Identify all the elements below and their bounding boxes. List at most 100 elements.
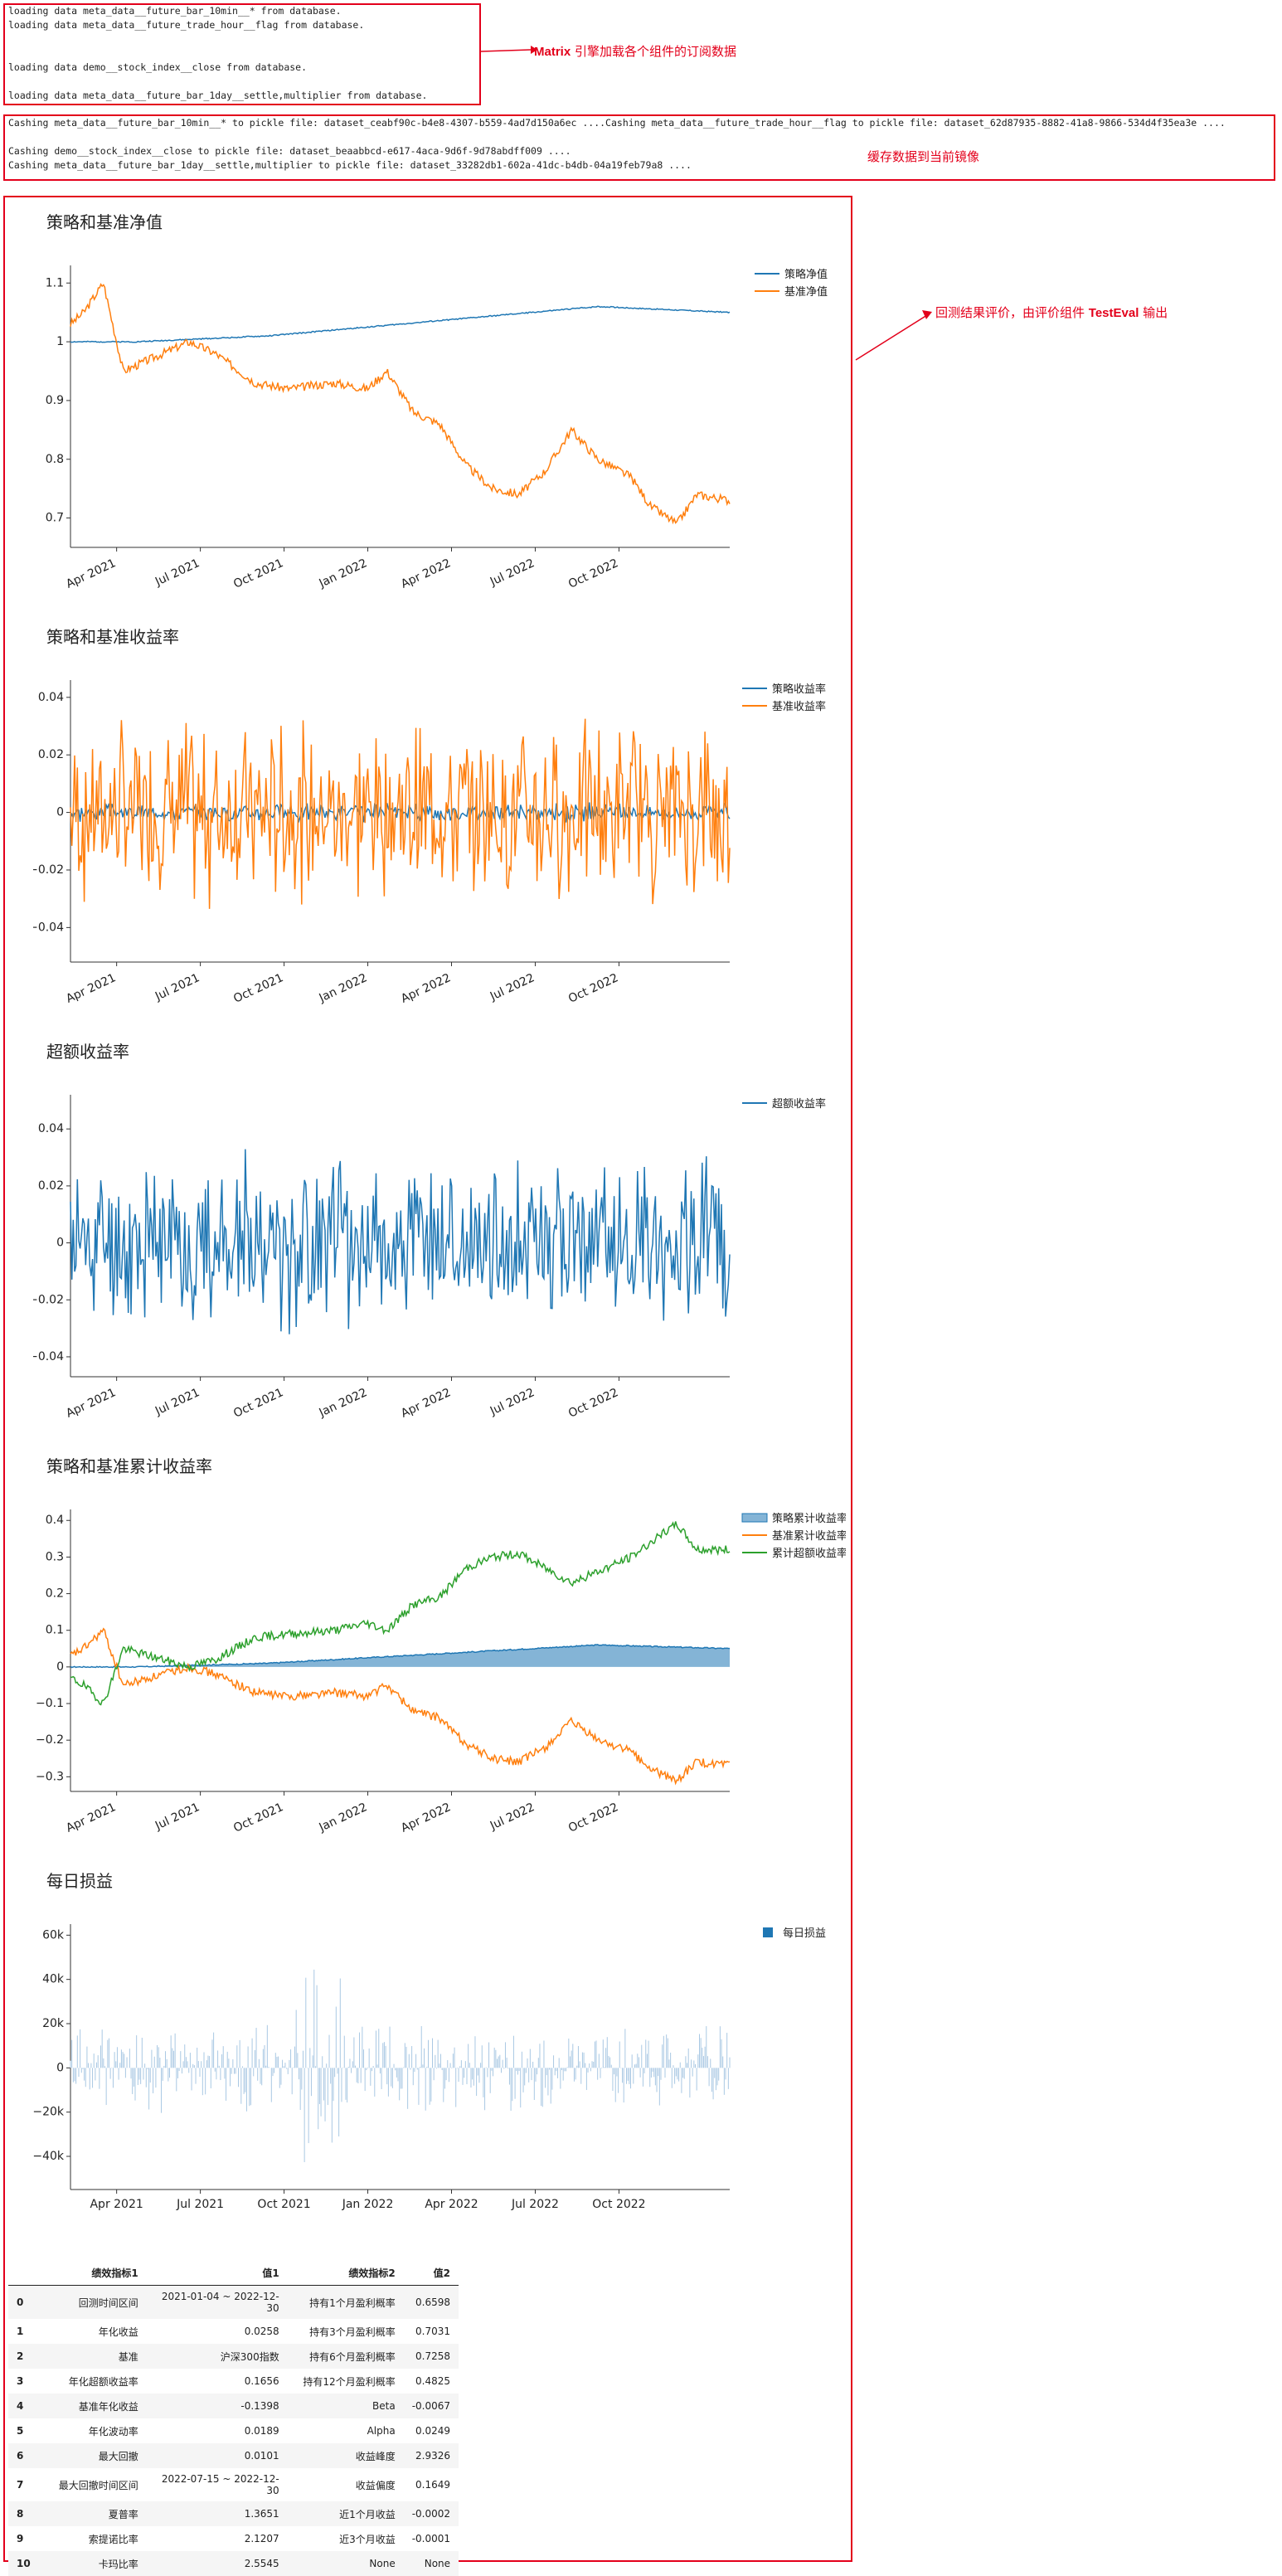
metrics-row: 9 索提诺比率 2.1207 近3个月收益 -0.0001 bbox=[8, 2526, 459, 2551]
series-line bbox=[70, 305, 731, 343]
x-tick-label: Jul 2021 bbox=[153, 971, 202, 1004]
metrics-header-index bbox=[8, 2261, 39, 2286]
metrics-value1: 1.3651 bbox=[146, 2501, 288, 2526]
log-caching-line: Cashing demo__stock_index__close to pick… bbox=[8, 145, 571, 157]
x-tick-label: Apr 2021 bbox=[64, 557, 118, 591]
metrics-name2: None bbox=[287, 2551, 404, 2576]
x-tick-label: Oct 2022 bbox=[566, 971, 620, 1006]
x-tick-label: Jul 2021 bbox=[153, 557, 202, 589]
metrics-name1: 基准 bbox=[38, 2344, 147, 2369]
y-tick-label: 0.7 bbox=[46, 512, 64, 525]
metrics-row: 5 年化波动率 0.0189 Alpha 0.0249 bbox=[8, 2418, 459, 2443]
metrics-name2: 持有6个月盈利概率 bbox=[287, 2344, 404, 2369]
y-tick-label: 0.02 bbox=[38, 1179, 64, 1193]
metrics-row: 2 基准 沪深300指数 持有6个月盈利概率 0.7258 bbox=[8, 2344, 459, 2369]
x-tick-label: Jul 2021 bbox=[176, 2198, 224, 2211]
x-tick-label: Oct 2022 bbox=[592, 2198, 645, 2211]
metrics-name1: 年化波动率 bbox=[88, 2425, 138, 2437]
metrics-value2: None bbox=[403, 2551, 459, 2576]
metrics-name2: 收益偏度 bbox=[355, 2479, 396, 2491]
annotation-eval: 回测结果评价，由评价组件 TestEval 输出 bbox=[935, 304, 1168, 321]
metrics-value2: 0.6598 bbox=[403, 2285, 459, 2319]
y-tick-label: 0 bbox=[56, 1237, 64, 1250]
metrics-name1: 最大回撤 bbox=[38, 2443, 147, 2468]
metrics-index: 3 bbox=[17, 2375, 24, 2387]
metrics-value2: 0.7031 bbox=[415, 2326, 451, 2337]
metrics-index: 7 bbox=[17, 2479, 24, 2491]
log-caching-line bbox=[8, 131, 1226, 145]
metrics-value1: 2021-01-04 ~ 2022-12-30 bbox=[146, 2285, 288, 2319]
x-tick-label: Jul 2022 bbox=[488, 1386, 537, 1418]
annotation-arrow-3 bbox=[855, 310, 932, 361]
y-tick-label: 0 bbox=[56, 1660, 64, 1674]
y-tick-label: 20k bbox=[42, 2017, 65, 2030]
log-caching-line: Cashing meta_data__future_bar_10min__* t… bbox=[8, 117, 1226, 129]
metrics-value2: 0.4825 bbox=[415, 2375, 451, 2387]
legend-label: 每日损益 bbox=[783, 1927, 826, 1940]
y-tick-label: −0.02 bbox=[33, 1293, 64, 1306]
y-tick-label: −0.04 bbox=[33, 921, 64, 934]
metrics-row: 3 年化超额收益率 0.1656 持有12个月盈利概率 0.4825 bbox=[8, 2369, 459, 2394]
x-tick-label: Jul 2022 bbox=[511, 2198, 559, 2211]
x-tick-label: Apr 2022 bbox=[399, 1386, 453, 1421]
metrics-index: 10 bbox=[8, 2551, 39, 2576]
legend-label: 累计超额收益率 bbox=[772, 1547, 846, 1560]
y-tick-label: −40k bbox=[33, 2150, 65, 2163]
annotation-eval-text: 回测结果评价，由评价组件 bbox=[935, 305, 1089, 320]
metrics-value2: 0.0249 bbox=[415, 2425, 451, 2437]
legend-label: 策略收益率 bbox=[772, 683, 826, 696]
y-tick-label: −0.02 bbox=[33, 863, 64, 877]
series-line bbox=[70, 1627, 731, 1786]
metrics-value1: 2.5545 bbox=[146, 2551, 288, 2576]
log-loading-line: loading data demo__stock_index__close fr… bbox=[8, 61, 308, 73]
metrics-value2: -0.0002 bbox=[403, 2501, 459, 2526]
x-tick-label: Oct 2022 bbox=[566, 1386, 620, 1421]
metrics-name2: 收益峰度 bbox=[287, 2443, 404, 2468]
metrics-name1: 基准年化收益 bbox=[38, 2394, 147, 2418]
legend-swatch bbox=[741, 1513, 768, 1523]
series-line bbox=[70, 1149, 731, 1334]
y-tick-label: 0.4 bbox=[46, 1514, 64, 1527]
y-tick-label: −0.04 bbox=[33, 1350, 64, 1363]
legend-label: 基准收益率 bbox=[772, 700, 826, 713]
x-tick-label: Jan 2022 bbox=[317, 1386, 370, 1420]
metrics-row: 7 最大回撤时间区间 2022-07-15 ~ 2022-12-30 收益偏度 0.16… bbox=[8, 2468, 459, 2501]
y-tick-label: 0.3 bbox=[46, 1550, 64, 1563]
legend-label: 超额收益率 bbox=[772, 1097, 826, 1111]
log-loading-line: loading data meta_data__future_trade_hou… bbox=[8, 19, 365, 31]
x-tick-label: Oct 2021 bbox=[231, 557, 285, 591]
metrics-name1: 回测时间区间 bbox=[38, 2285, 147, 2319]
x-tick-label: Apr 2021 bbox=[64, 1386, 118, 1421]
x-tick-label: Oct 2022 bbox=[566, 557, 620, 591]
metrics-value1: -0.1398 bbox=[146, 2394, 288, 2418]
legend-label: 策略累计收益率 bbox=[772, 1512, 846, 1525]
x-tick-label: Jan 2022 bbox=[317, 1801, 370, 1835]
chart-excess: 0.04 0.02 0 −0.02 −0.04 Apr 2021 Jul 2021 Oct 2… bbox=[33, 1095, 826, 1421]
y-tick-label: 0.8 bbox=[46, 453, 64, 466]
metrics-name1: 年化超额收益率 bbox=[68, 2375, 138, 2388]
x-tick-label: Jan 2022 bbox=[342, 2198, 394, 2211]
metrics-name2: 持有1个月盈利概率 bbox=[287, 2285, 404, 2319]
y-tick-label: −0.1 bbox=[36, 1697, 64, 1710]
annotation-loading: Matrix 引擎加载各个组件的订阅数据 bbox=[534, 42, 736, 60]
y-tick-label: −20k bbox=[33, 2106, 65, 2119]
annotation-eval-bold: TestEval bbox=[1088, 306, 1139, 320]
annotation-eval-tail: 输出 bbox=[1139, 305, 1168, 320]
y-tick-label: 0.2 bbox=[46, 1587, 64, 1601]
chart-title-daily-pnl: 每日损益 bbox=[46, 1871, 113, 1891]
metrics-value2: -0.0067 bbox=[403, 2394, 459, 2418]
metrics-value1: 2022-07-15 ~ 2022-12-30 bbox=[161, 2473, 279, 2496]
legend-label: 基准净值 bbox=[784, 285, 828, 299]
log-box-caching bbox=[3, 114, 1275, 181]
metrics-index: 0 bbox=[8, 2285, 39, 2319]
x-tick-label: Jan 2022 bbox=[317, 971, 370, 1005]
metrics-header-value1: 值1 bbox=[146, 2261, 288, 2286]
metrics-row: 0 回测时间区间 2021-01-04 ~ 2022-12-30 持有1个月盈利概率 0… bbox=[8, 2285, 459, 2319]
metrics-value1: 0.1656 bbox=[244, 2375, 279, 2387]
x-tick-label: Apr 2021 bbox=[64, 971, 118, 1006]
log-caching-line: Cashing meta_data__future_bar_1day__sett… bbox=[8, 159, 692, 171]
metrics-name2: 近3个月收益 bbox=[339, 2533, 396, 2545]
log-box-loading bbox=[3, 3, 481, 105]
x-tick-label: Jul 2022 bbox=[488, 1801, 537, 1833]
x-tick-label: Apr 2022 bbox=[399, 971, 453, 1006]
